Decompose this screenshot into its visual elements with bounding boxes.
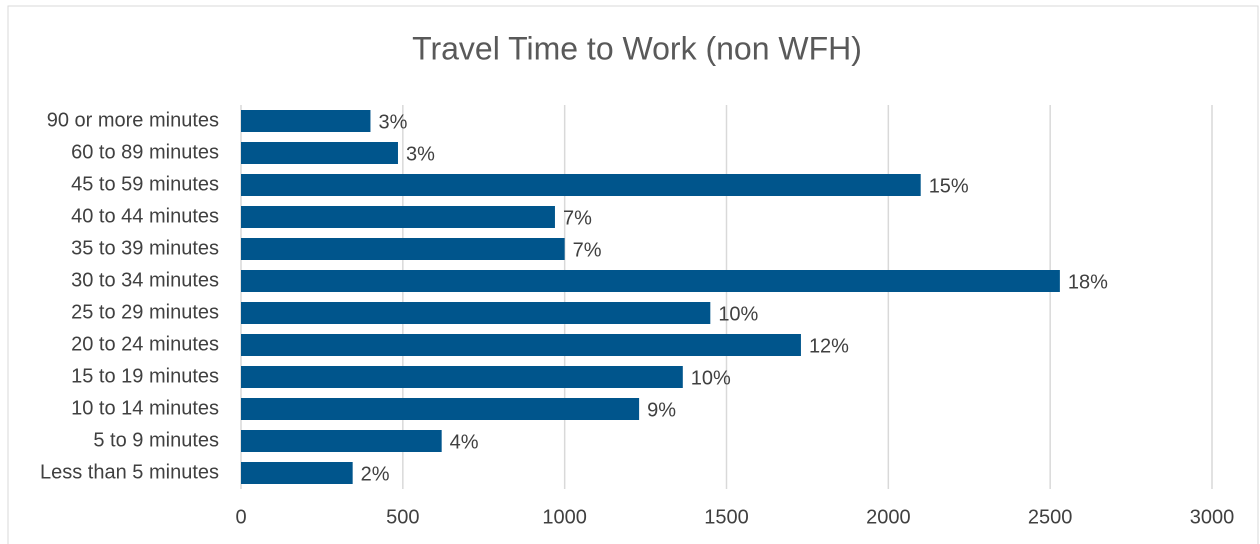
x-tick-label: 1500 [704, 506, 749, 528]
y-tick-label: 45 to 59 minutes [71, 173, 219, 195]
bar [241, 366, 683, 388]
bar [241, 270, 1060, 292]
y-tick-label: 40 to 44 minutes [71, 205, 219, 227]
y-tick-label: 20 to 24 minutes [71, 333, 219, 355]
y-tick-label: 25 to 29 minutes [71, 301, 219, 323]
bar [241, 238, 565, 260]
bar [241, 302, 711, 324]
y-tick-label: 60 to 89 minutes [71, 141, 219, 163]
x-tick-label: 2500 [1028, 506, 1073, 528]
y-tick-label: 35 to 39 minutes [71, 237, 219, 259]
x-tick-label: 2000 [866, 506, 911, 528]
x-tick-label: 0 [235, 506, 246, 528]
data-label: 4% [450, 431, 479, 453]
y-tick-label: 10 to 14 minutes [71, 397, 219, 419]
bar [241, 334, 801, 356]
bar [241, 110, 371, 132]
data-label: 3% [378, 111, 407, 133]
bar [241, 206, 555, 228]
x-tick-label: 1000 [542, 506, 587, 528]
bar [241, 462, 353, 484]
data-label: 9% [647, 399, 676, 421]
bar [241, 430, 442, 452]
chart-title: Travel Time to Work (non WFH) [412, 30, 862, 66]
y-tick-label: 90 or more minutes [47, 109, 219, 131]
bar [241, 398, 640, 420]
data-label: 2% [361, 463, 390, 485]
data-label: 10% [718, 303, 758, 325]
y-tick-label: 5 to 9 minutes [93, 429, 219, 451]
x-tick-label: 500 [386, 506, 419, 528]
bar [241, 142, 398, 164]
bar [241, 174, 921, 196]
data-label: 3% [406, 143, 435, 165]
data-label: 12% [809, 335, 849, 357]
y-tick-label: Less than 5 minutes [40, 461, 219, 483]
data-label: 7% [573, 239, 602, 261]
data-label: 7% [563, 207, 592, 229]
data-label: 10% [691, 367, 731, 389]
y-tick-label: 15 to 19 minutes [71, 365, 219, 387]
x-tick-label: 3000 [1190, 506, 1235, 528]
data-label: 15% [929, 175, 969, 197]
data-label: 18% [1068, 271, 1108, 293]
y-tick-label: 30 to 34 minutes [71, 269, 219, 291]
